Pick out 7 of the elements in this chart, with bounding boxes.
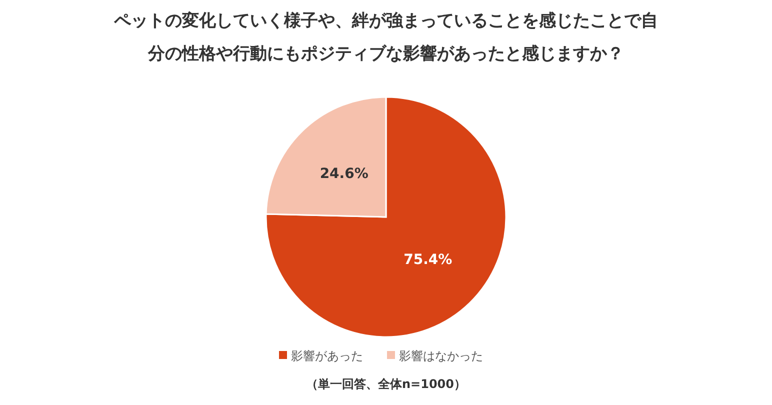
legend-label: 影響はなかった [399,349,483,363]
chart-title: ペットの変化していく様子や、絆が強まっていることを感じたことで自分の性格や行動にもポジティブな影響があったと感じますか？ [113,11,658,64]
data-label: 24.6% [320,166,368,182]
text: （単一回答、全体n=1000） [306,377,466,391]
data-label: 75.4% [404,252,452,268]
pie-slice [265,96,507,338]
legend-label: 影響があった [291,349,363,363]
